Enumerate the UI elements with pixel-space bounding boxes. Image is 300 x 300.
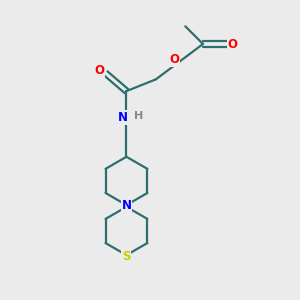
Text: H: H [134,111,143,122]
Text: O: O [169,53,179,66]
Text: O: O [227,38,237,50]
Text: N: N [118,111,128,124]
Text: S: S [122,250,131,263]
Text: N: N [122,199,131,212]
Text: O: O [94,64,104,77]
